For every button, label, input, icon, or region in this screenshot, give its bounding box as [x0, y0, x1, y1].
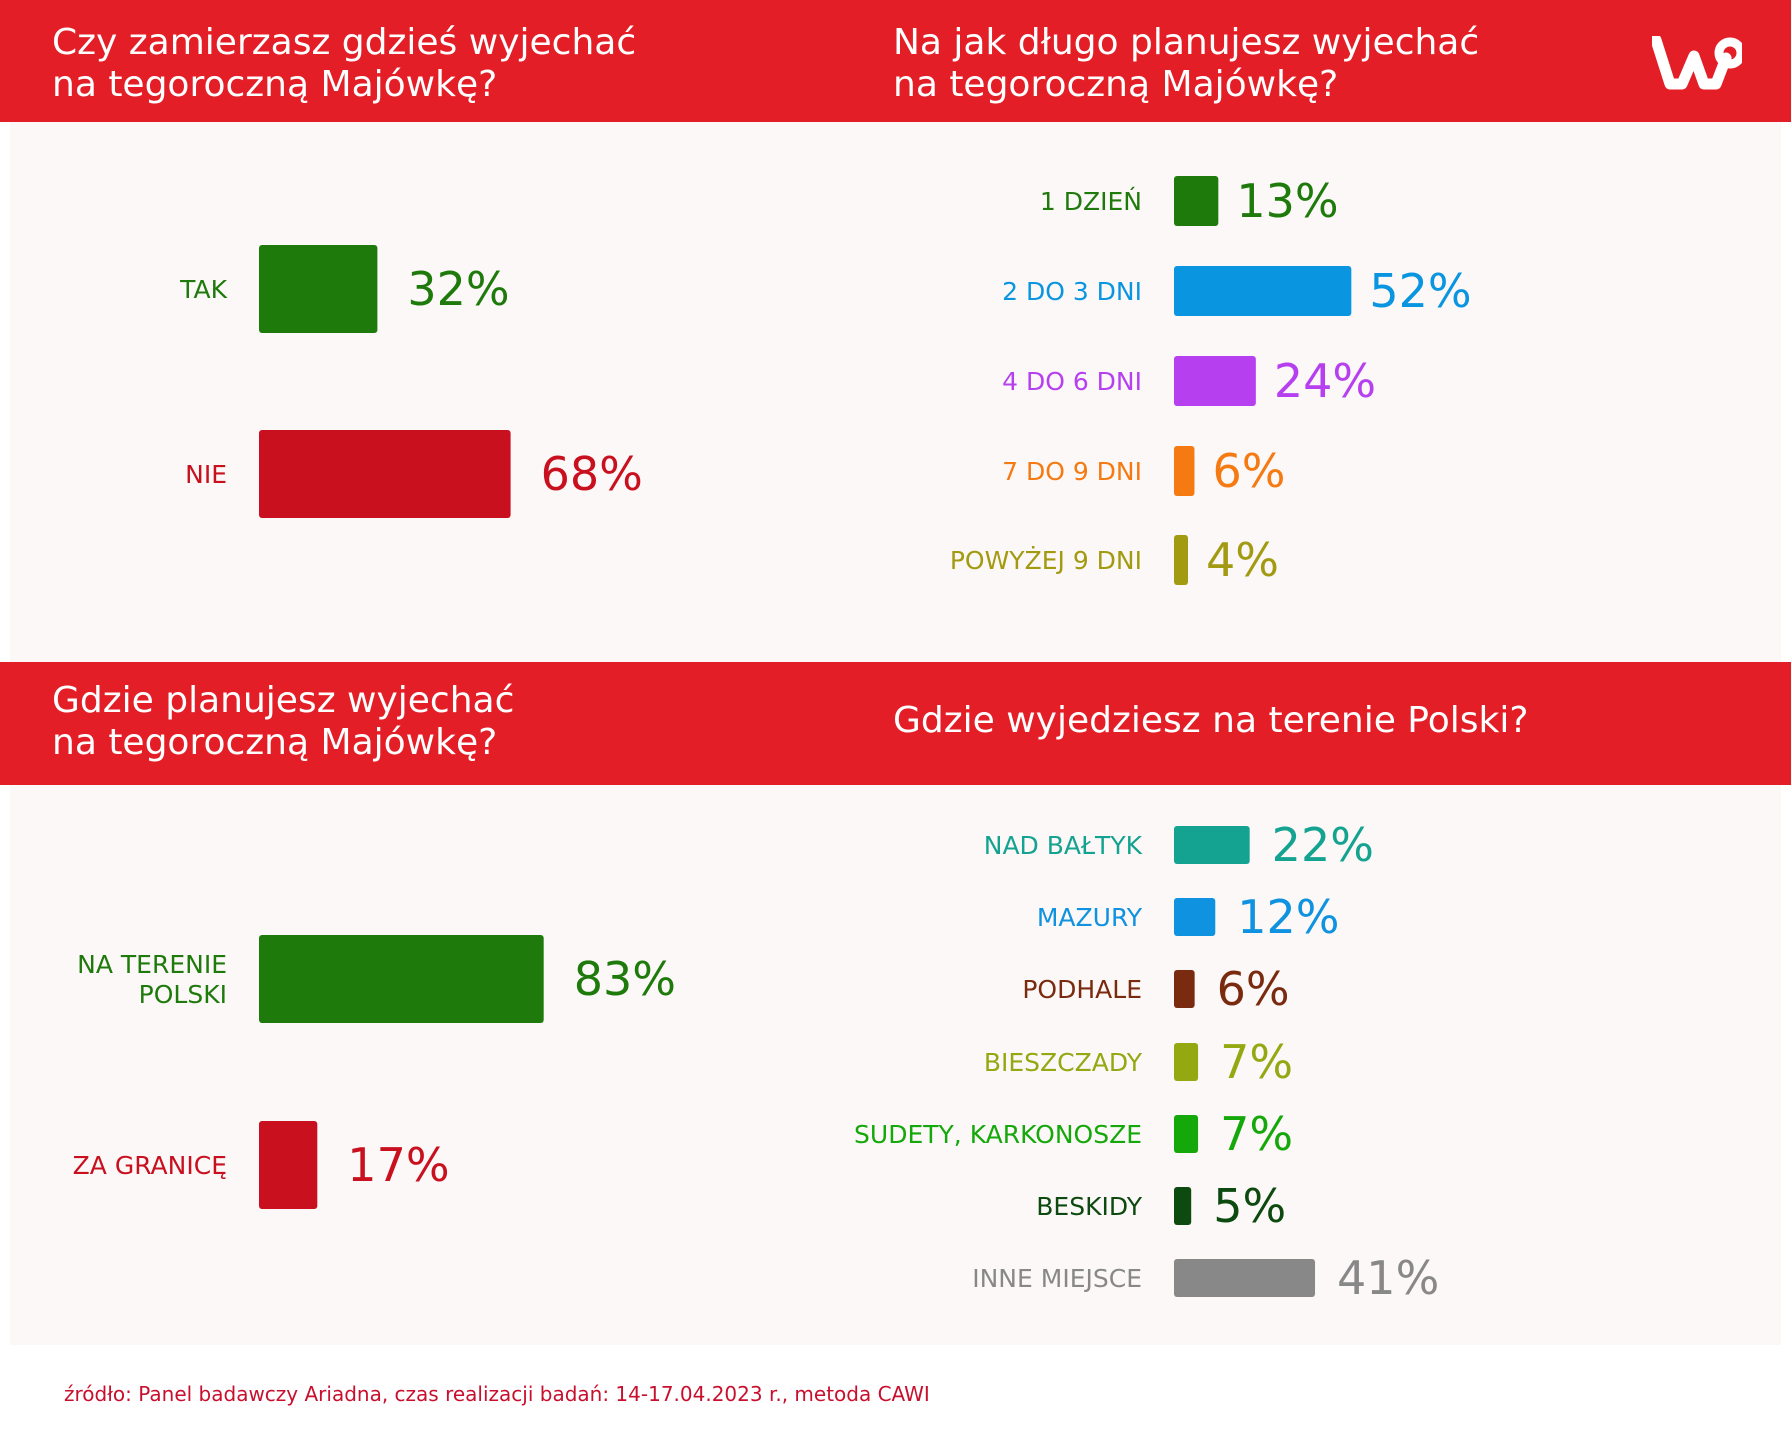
- chart2-bar-3: [1174, 446, 1195, 496]
- question-3-title: Gdzie planujesz wyjechać na tegoroczną M…: [52, 680, 515, 763]
- panel-top: [10, 122, 1781, 662]
- chart4-value-label-5: 5%: [1213, 1179, 1286, 1233]
- chart3-bar-0: [259, 935, 544, 1023]
- source-note: źródło: Panel badawczy Ariadna, czas rea…: [64, 1382, 930, 1406]
- chart4-category-label-4: SUDETY, KARKONOSZE: [854, 1120, 1142, 1149]
- panel-bottom: [10, 785, 1781, 1345]
- chart2-category-label-1: 2 DO 3 DNI: [1002, 277, 1142, 306]
- question-2-title: Na jak długo planujesz wyjechać na tegor…: [893, 22, 1480, 105]
- chart2-value-label-4: 4%: [1206, 533, 1279, 587]
- question-1-title: Czy zamierzasz gdzieś wyjechać na tegoro…: [52, 22, 637, 105]
- chart3-value-label-0: 83%: [574, 952, 676, 1006]
- chart2-category-label-2: 4 DO 6 DNI: [1002, 367, 1142, 396]
- header-band-top: [0, 0, 1791, 122]
- chart2-bar-4: [1174, 535, 1188, 585]
- chart4-bar-1: [1174, 898, 1216, 936]
- chart1-bar-0: [259, 245, 378, 333]
- chart2-bar-0: [1174, 176, 1219, 226]
- chart1-value-label-0: 32%: [407, 262, 509, 316]
- chart2-category-label-4: POWYŻEJ 9 DNI: [950, 546, 1142, 575]
- chart4-bar-6: [1174, 1259, 1316, 1297]
- chart2-value-label-3: 6%: [1212, 444, 1285, 498]
- chart2-bar-1: [1174, 266, 1352, 316]
- wp-logo-icon: [1652, 36, 1742, 90]
- chart2-value-label-2: 24%: [1274, 354, 1376, 408]
- chart3-category-label-0: NA TERENIE POLSKI: [77, 950, 227, 1009]
- chart1-category-label-1: NIE: [185, 460, 227, 489]
- chart4-value-label-6: 41%: [1337, 1251, 1439, 1305]
- chart4-value-label-2: 6%: [1217, 962, 1290, 1016]
- question-4-title: Gdzie wyjedziesz na terenie Polski?: [893, 700, 1529, 741]
- chart4-category-label-3: BIESZCZADY: [984, 1048, 1143, 1077]
- chart4-category-label-5: BESKIDY: [1036, 1192, 1142, 1221]
- chart1-category-label-0: TAK: [179, 275, 227, 304]
- chart4-bar-5: [1174, 1187, 1192, 1225]
- chart2-value-label-0: 13%: [1236, 174, 1338, 228]
- chart3-bar-1: [259, 1121, 318, 1209]
- header-band-bottom: [0, 662, 1791, 785]
- chart4-bar-3: [1174, 1043, 1199, 1081]
- chart4-value-label-1: 12%: [1237, 890, 1339, 944]
- chart2-category-label-0: 1 DZIEŃ: [1040, 187, 1142, 216]
- chart3-category-label-1: ZA GRANICĘ: [73, 1151, 227, 1180]
- chart4-bar-4: [1174, 1115, 1199, 1153]
- chart4-value-label-4: 7%: [1220, 1107, 1293, 1161]
- chart4-category-label-6: INNE MIEJSCE: [972, 1264, 1142, 1293]
- chart1-bar-1: [259, 430, 511, 518]
- chart4-value-label-3: 7%: [1220, 1035, 1293, 1089]
- chart1-value-label-1: 68%: [541, 447, 643, 501]
- chart4-category-label-0: NAD BAŁTYK: [984, 831, 1143, 860]
- chart4-bar-2: [1174, 970, 1195, 1008]
- chart4-category-label-2: PODHALE: [1022, 975, 1142, 1004]
- chart2-bar-2: [1174, 356, 1256, 406]
- chart4-value-label-0: 22%: [1272, 818, 1374, 872]
- chart3-value-label-1: 17%: [347, 1138, 449, 1192]
- chart4-category-label-1: MAZURY: [1037, 903, 1143, 932]
- chart4-bar-0: [1174, 826, 1250, 864]
- chart2-value-label-1: 52%: [1369, 264, 1471, 318]
- chart2-category-label-3: 7 DO 9 DNI: [1002, 457, 1142, 486]
